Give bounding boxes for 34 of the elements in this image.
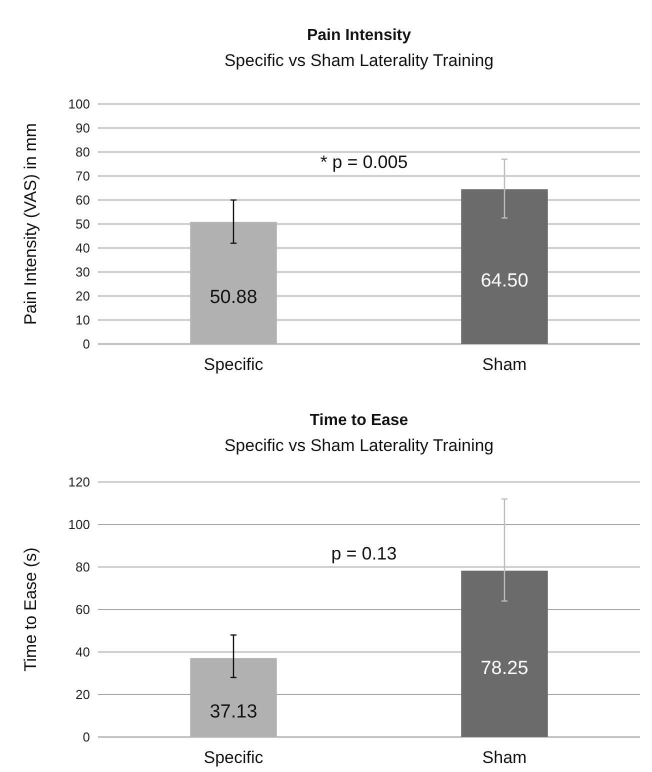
y-tick-label: 0 xyxy=(82,730,90,745)
y-tick-label: 30 xyxy=(76,264,90,280)
y-tick-label: 20 xyxy=(76,687,90,702)
y-tick-label: 50 xyxy=(76,216,90,232)
data-label: 50.88 xyxy=(210,286,258,308)
x-tick-label: Specific xyxy=(204,748,264,767)
data-label: 78.25 xyxy=(480,658,528,679)
y-axis-title: Pain Intensity (VAS) in mm xyxy=(21,123,40,325)
chart-subtitle: Specific vs Sham Laterality Training xyxy=(224,51,494,70)
y-tick-label: 120 xyxy=(68,474,90,490)
data-label: 37.13 xyxy=(210,702,258,723)
y-tick-label: 40 xyxy=(76,240,90,256)
annotation: p = 0.13 xyxy=(331,544,397,564)
y-tick-label: 40 xyxy=(76,644,90,660)
y-tick-label: 100 xyxy=(68,517,90,532)
y-tick-label: 60 xyxy=(76,602,90,618)
y-axis-title: Time to Ease (s) xyxy=(21,547,40,672)
y-tick-label: 80 xyxy=(76,560,90,575)
y-tick-label: 70 xyxy=(76,168,90,184)
x-tick-label: Sham xyxy=(482,355,527,374)
chart-subtitle: Specific vs Sham Laterality Training xyxy=(224,436,494,455)
chart-title: Time to Ease xyxy=(310,412,408,429)
chart-title: Pain Intensity xyxy=(306,27,412,44)
y-tick-label: 100 xyxy=(68,96,90,112)
annotation: * p = 0.005 xyxy=(320,152,408,172)
x-tick-label: Sham xyxy=(482,748,527,767)
y-tick-label: 0 xyxy=(82,336,90,352)
y-tick-label: 10 xyxy=(76,312,90,328)
data-label: 64.50 xyxy=(480,270,528,292)
y-tick-label: 80 xyxy=(76,144,90,160)
x-tick-label: Specific xyxy=(204,355,264,374)
y-tick-label: 60 xyxy=(76,192,90,208)
y-tick-label: 90 xyxy=(76,120,90,136)
y-tick-label: 20 xyxy=(76,288,90,304)
